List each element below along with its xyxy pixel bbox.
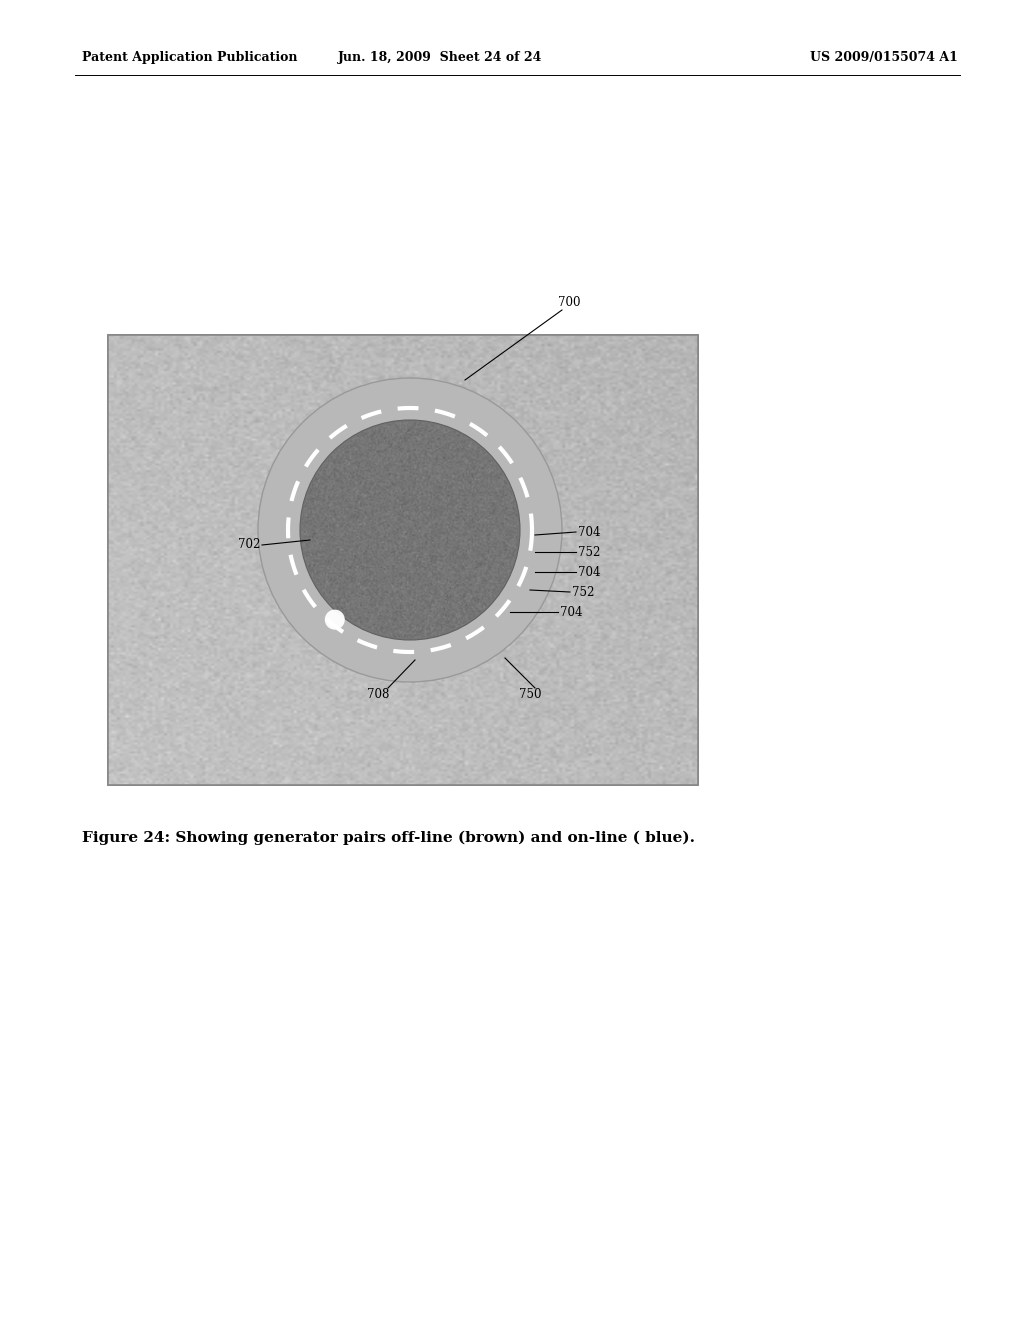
Text: Patent Application Publication: Patent Application Publication (82, 51, 298, 65)
Text: 708: 708 (367, 689, 389, 701)
Text: 704: 704 (560, 606, 583, 619)
Text: 704: 704 (578, 525, 600, 539)
Circle shape (300, 420, 520, 640)
Text: Jun. 18, 2009  Sheet 24 of 24: Jun. 18, 2009 Sheet 24 of 24 (338, 51, 542, 65)
Text: US 2009/0155074 A1: US 2009/0155074 A1 (810, 51, 957, 65)
Text: 752: 752 (578, 545, 600, 558)
Text: 700: 700 (558, 297, 581, 309)
Text: Figure 24: Showing generator pairs off-line (brown) and on-line ( blue).: Figure 24: Showing generator pairs off-l… (82, 830, 695, 845)
Bar (108, 335, 698, 785)
Circle shape (325, 610, 345, 630)
Text: 752: 752 (572, 586, 594, 598)
Text: 704: 704 (578, 565, 600, 578)
Text: 702: 702 (238, 539, 260, 552)
Circle shape (258, 378, 562, 682)
Bar (108, 335, 698, 785)
Text: 750: 750 (519, 689, 542, 701)
